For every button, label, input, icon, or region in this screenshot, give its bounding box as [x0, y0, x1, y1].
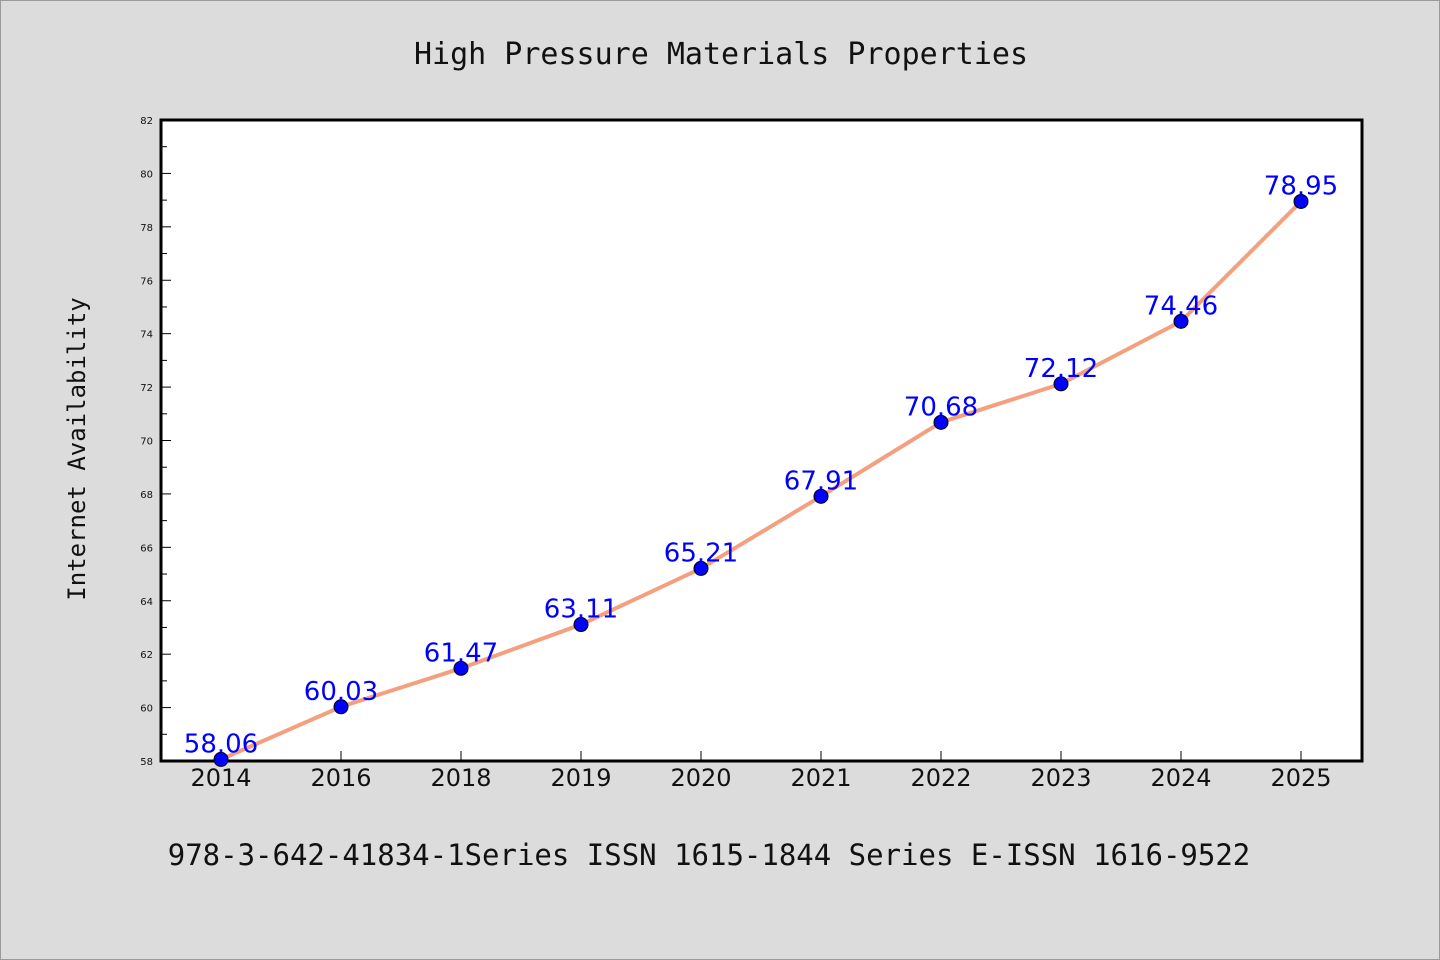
data-label: 72.12 [1024, 354, 1098, 384]
data-point[interactable] [1053, 376, 1069, 392]
x-tick-label: 2016 [310, 764, 371, 792]
data-label: 63.11 [544, 595, 618, 625]
y-tick-label: 60 [140, 704, 153, 715]
x-tick-label: 2021 [790, 764, 851, 792]
y-tick-label: 68 [140, 490, 153, 501]
data-label: 74.46 [1144, 291, 1218, 321]
y-tick-label: 58 [140, 757, 153, 768]
y-tick-label: 72 [140, 383, 153, 394]
data-point[interactable] [573, 617, 589, 633]
data-labels-layer: 58.06 60.03 61.47 63.11 65.21 67.91 70.68 72.12… [184, 171, 1338, 759]
plot-area [159, 118, 1364, 763]
x-tick-label: 2025 [1270, 764, 1331, 792]
chart-title: High Pressure Materials Properties [414, 37, 1028, 72]
y-tick-label: 66 [140, 543, 153, 554]
x-tick-label: 2020 [670, 764, 731, 792]
data-point[interactable] [333, 699, 349, 715]
x-tick-label: 2018 [430, 764, 491, 792]
x-axis-ticks: 2014 2016 2018 2019 2020 2021 2022 2023 2024 2025 [190, 751, 1332, 792]
x-tick-label: 2022 [910, 764, 971, 792]
y-tick-label: 80 [140, 169, 153, 180]
y-tick-label: 82 [140, 116, 153, 127]
series-layer [213, 193, 1309, 767]
data-label: 58.06 [184, 729, 258, 759]
y-tick-label: 64 [140, 597, 153, 608]
x-tick-label: 2024 [1150, 764, 1211, 792]
y-tick-label: 74 [140, 330, 153, 341]
data-label: 65.21 [664, 538, 738, 568]
data-point[interactable] [213, 751, 229, 767]
y-tick-label: 62 [140, 650, 153, 661]
x-tick-label: 2023 [1030, 764, 1091, 792]
data-point[interactable] [1293, 193, 1309, 209]
data-label: 60.03 [304, 677, 378, 707]
data-label: 67.91 [784, 466, 858, 496]
y-tick-label: 78 [140, 223, 153, 234]
data-label: 61.47 [424, 638, 498, 668]
x-tick-label: 2019 [550, 764, 611, 792]
data-label: 78.95 [1264, 171, 1338, 201]
y-tick-label: 70 [140, 437, 153, 448]
y-axis-ticks: 58 60 62 64 66 68 70 72 74 76 78 80 82 [140, 116, 171, 768]
data-point[interactable] [813, 488, 829, 504]
data-point[interactable] [933, 414, 949, 430]
y-tick-label: 76 [140, 276, 153, 287]
data-label: 70.68 [904, 392, 978, 422]
data-point[interactable] [453, 660, 469, 676]
y-axis-label: Internet Availability [63, 297, 91, 600]
data-point[interactable] [1173, 313, 1189, 329]
footer-text: 978-3-642-41834-1Series ISSN 1615-1844 S… [168, 838, 1251, 872]
x-tick-label: 2014 [190, 764, 251, 792]
series-line [219, 199, 1303, 762]
data-point[interactable] [693, 560, 709, 576]
